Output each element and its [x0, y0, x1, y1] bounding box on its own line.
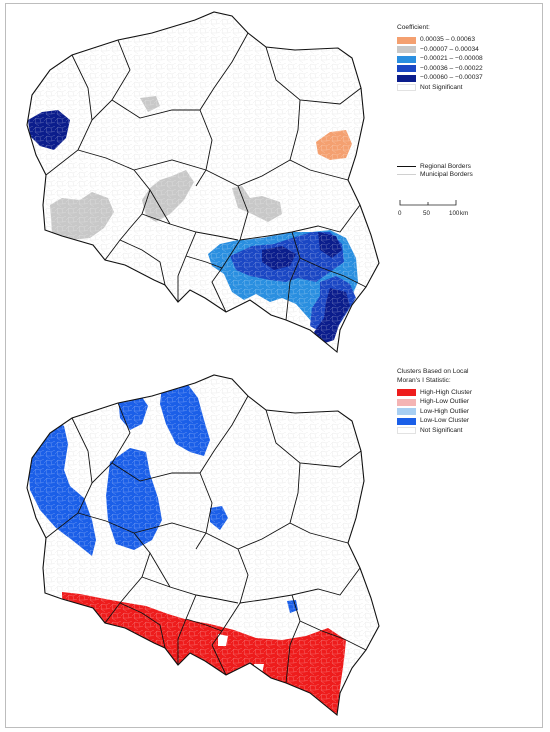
legend-swatch [397, 418, 416, 425]
regional-border-swatch [397, 166, 416, 167]
municipal-border-label: Municipal Borders [420, 171, 473, 178]
cluster-legend-item: Not Significant [397, 426, 472, 436]
legend-swatch [397, 75, 416, 82]
scale-tick-100: 100 [449, 210, 459, 217]
municipal-border-legend-item: Municipal Borders [397, 171, 473, 180]
legend-swatch [397, 389, 416, 396]
legend-swatch [397, 46, 416, 53]
legend-swatch [397, 56, 416, 63]
cluster-legend-title-line1: Clusters Based on Local [397, 369, 472, 376]
scale-bar: 0 50 100 km [398, 198, 488, 218]
coefficient-legend-title: Coefficient: [397, 25, 483, 32]
coefficient-legend-item: −0.00021 – −0.00008 [397, 55, 483, 65]
cluster-legend: Clusters Based on Local Moran's I Statis… [397, 369, 472, 436]
coefficient-legend-item: −0.00036 – −0.00022 [397, 64, 483, 74]
legend-label: 0.00035 – 0.00063 [420, 37, 475, 44]
legend-label: −0.00060 – −0.00037 [420, 75, 483, 82]
legend-label: −0.00007 – 0.00034 [420, 47, 479, 54]
legend-label: −0.00036 – −0.00022 [420, 66, 483, 73]
coefficient-legend-item: Not Significant [397, 83, 483, 93]
legend-label: High-High Cluster [420, 390, 472, 397]
border-legend: Regional Borders Municipal Borders [397, 162, 473, 179]
scale-bar-graphic [398, 198, 468, 210]
scale-tick-50: 50 [423, 210, 430, 217]
scale-tick-0: 0 [398, 210, 401, 217]
municipal-border-swatch [397, 174, 416, 175]
cluster-legend-item: Low-Low Cluster [397, 417, 472, 427]
legend-label: Low-Low Cluster [420, 418, 469, 425]
cluster-legend-item: High-High Cluster [397, 388, 472, 398]
legend-label: Not Significant [420, 428, 463, 435]
legend-swatch [397, 408, 416, 415]
coefficient-legend-item: 0.00035 – 0.00063 [397, 36, 483, 46]
legend-swatch [397, 427, 416, 434]
coefficient-map [20, 10, 390, 360]
legend-label: Not Significant [420, 85, 463, 92]
cluster-legend-item: High-Low Outlier [397, 398, 472, 408]
legend-label: Low-High Outlier [420, 409, 469, 416]
legend-swatch [397, 65, 416, 72]
coefficient-legend-item: −0.00007 – 0.00034 [397, 45, 483, 55]
legend-swatch [397, 84, 416, 91]
coefficient-legend-item: −0.00060 – −0.00037 [397, 74, 483, 84]
cluster-legend-title-line2: Moran's I Statistic: [397, 378, 472, 385]
legend-swatch [397, 37, 416, 44]
regional-border-legend-item: Regional Borders [397, 162, 473, 171]
legend-label: High-Low Outlier [420, 399, 469, 406]
cluster-map [20, 370, 390, 725]
cluster-legend-item: Low-High Outlier [397, 407, 472, 417]
coefficient-legend: Coefficient: 0.00035 – 0.00063 −0.00007 … [397, 25, 483, 93]
scale-unit: km [460, 210, 468, 217]
legend-swatch [397, 399, 416, 406]
legend-label: −0.00021 – −0.00008 [420, 56, 483, 63]
regional-border-label: Regional Borders [420, 163, 471, 170]
